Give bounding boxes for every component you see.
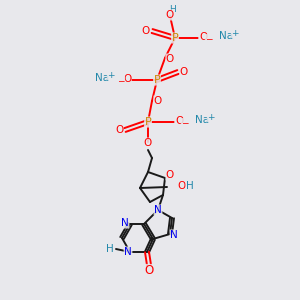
Text: +: + (107, 70, 115, 80)
Text: P: P (154, 75, 160, 85)
Text: O: O (166, 10, 174, 20)
Text: −: − (117, 76, 125, 85)
Text: Na: Na (219, 31, 233, 41)
Text: N: N (154, 205, 162, 215)
Text: O: O (166, 54, 174, 64)
Text: +: + (207, 112, 215, 122)
Text: N: N (121, 218, 129, 228)
Text: O: O (177, 181, 185, 191)
Text: O: O (142, 26, 150, 36)
Text: P: P (172, 33, 178, 43)
Text: H: H (106, 244, 114, 254)
Text: Na: Na (195, 115, 209, 125)
Text: O: O (180, 67, 188, 77)
Text: O: O (199, 32, 207, 42)
Text: −: − (181, 118, 189, 127)
Text: H: H (169, 4, 176, 14)
Text: O: O (144, 265, 154, 278)
Text: +: + (231, 28, 239, 38)
Text: Na: Na (95, 73, 109, 83)
Text: P: P (145, 117, 152, 127)
Text: O: O (115, 125, 123, 135)
Text: O: O (123, 74, 131, 84)
Text: −: − (205, 34, 213, 43)
Text: N: N (124, 247, 132, 257)
Text: O: O (144, 138, 152, 148)
Text: O: O (175, 116, 183, 126)
Text: O: O (154, 96, 162, 106)
Text: H: H (186, 181, 194, 191)
Text: N: N (170, 230, 178, 240)
Text: O: O (166, 170, 174, 180)
